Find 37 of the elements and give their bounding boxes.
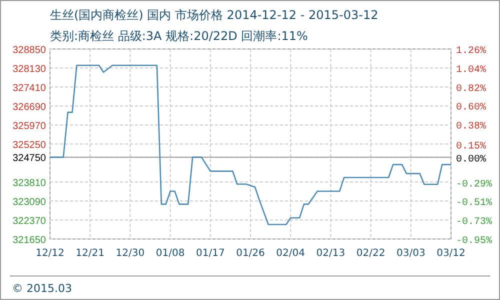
y-tick-label: 323810 <box>12 178 46 189</box>
y2-tick-label: -0.95% <box>456 236 492 247</box>
x-tick-label: 01/26 <box>236 248 265 259</box>
x-tick-label: 03/03 <box>396 248 426 259</box>
x-tick-label: 02/13 <box>316 248 346 259</box>
y-tick-label: 328130 <box>12 64 46 75</box>
x-tick-label: 12/30 <box>116 248 145 259</box>
x-tick-label: 02/04 <box>276 248 306 259</box>
line-series <box>49 64 452 226</box>
y-tick-label: 322370 <box>12 216 46 227</box>
y-tick-label: 325970 <box>12 121 46 132</box>
x-tick-label: 01/08 <box>156 248 185 259</box>
x-tick-label: 03/12 <box>436 248 466 259</box>
y2-tick-label: 0.38% <box>456 122 486 133</box>
y-tick-label: 321650 <box>12 235 46 246</box>
y2-tick-label: 1.26% <box>456 46 486 57</box>
y2-tick-label: 0.00% <box>456 154 486 166</box>
x-tick-label: 12/21 <box>76 248 105 259</box>
y-tick-label: 323090 <box>12 197 46 208</box>
y2-tick-label: 0.60% <box>456 102 486 114</box>
y2-tick-label: 1.04% <box>456 64 486 76</box>
x-tick-label: 01/17 <box>196 248 225 259</box>
y2-tick-label: 0.15% <box>456 141 486 152</box>
y-tick-label: 326690 <box>12 102 46 113</box>
y2-tick-label: 0.82% <box>456 84 486 95</box>
y2-tick-label: -0.29% <box>456 179 492 190</box>
y-tick-label: 328850 <box>12 45 46 56</box>
chart-subtitle: 类别:商检丝 品级:3A 规格:20/22D 回潮率:11% <box>50 29 308 43</box>
text: © 2015.03 <box>12 282 72 295</box>
x-tick-label: 12/12 <box>36 248 64 259</box>
y2-tick-label: -0.51% <box>456 198 492 210</box>
y-tick-label: 325250 <box>12 140 46 151</box>
x-tick-label: 02/22 <box>356 248 386 259</box>
y-tick-label: 324750 <box>12 153 46 164</box>
chart-title: 生丝(国内商检丝) 国内 市场价格 2014-12-12 - 2015-03-12 <box>50 8 378 22</box>
y2-tick-label: -0.73% <box>456 217 492 228</box>
y-tick-label: 327410 <box>12 83 46 94</box>
